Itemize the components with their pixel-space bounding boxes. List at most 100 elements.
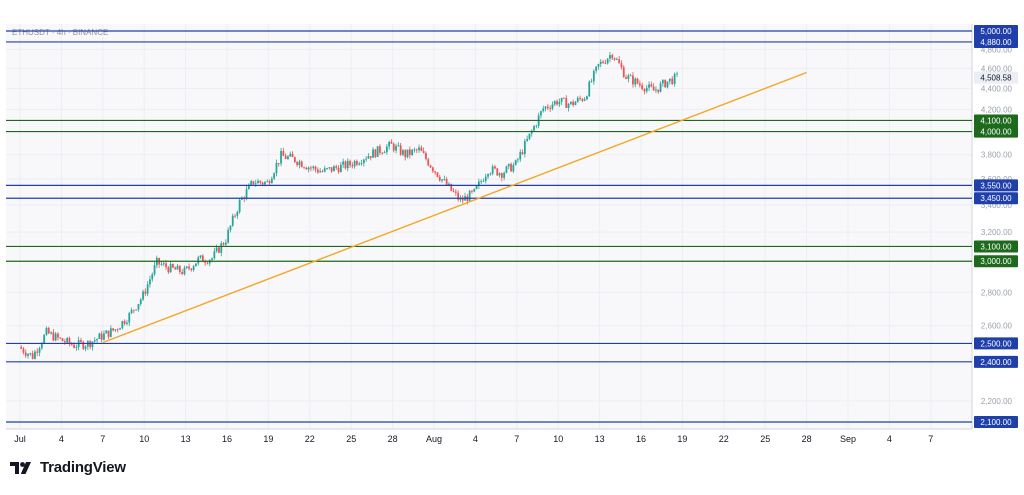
candle-body: [362, 159, 365, 164]
candle-body: [280, 151, 282, 164]
candle-body: [489, 173, 492, 175]
candle-body: [50, 332, 52, 334]
tradingview-brand[interactable]: TradingView: [10, 459, 126, 476]
candle-body: [549, 108, 552, 109]
candle-body: [206, 262, 209, 264]
candle-body: [199, 255, 202, 258]
candle-body: [137, 304, 140, 310]
candle-body: [422, 151, 425, 154]
candle-body: [270, 178, 273, 184]
candle-body: [473, 188, 476, 192]
candle-body: [376, 146, 379, 157]
candle-body: [441, 179, 443, 181]
candle-body: [666, 81, 669, 88]
candle-body: [197, 257, 200, 264]
y-tick-label: 4,200.00: [981, 106, 1013, 115]
candle-body: [220, 243, 223, 253]
candle-body: [353, 160, 356, 167]
candle-body: [257, 180, 259, 184]
candle-body: [514, 160, 517, 165]
candle-body: [146, 284, 149, 294]
candle-body: [491, 166, 494, 174]
candle-body: [52, 332, 55, 341]
candle-body: [579, 97, 581, 99]
candle-body: [574, 101, 577, 106]
candle-body: [533, 126, 535, 131]
candle-body: [181, 271, 184, 275]
candle-body: [234, 215, 236, 217]
x-tick-label: 22: [719, 434, 729, 444]
candle-body: [63, 341, 66, 343]
candle-body: [418, 147, 420, 151]
candle-body: [40, 343, 43, 349]
x-tick-label: 25: [760, 434, 770, 444]
symbol-title: ETHUSDT · 4h · BINANCE: [12, 28, 108, 37]
candle-body: [344, 161, 347, 169]
candle-body: [565, 97, 568, 109]
candle-body: [330, 167, 333, 172]
candle-body: [160, 264, 163, 266]
candle-body: [169, 263, 172, 273]
candle-body: [611, 55, 614, 59]
candle-body: [655, 89, 657, 91]
candle-body: [57, 333, 59, 338]
candle-body: [144, 291, 147, 294]
y-tick-label: 3,800.00: [981, 151, 1013, 160]
candle-body: [29, 353, 32, 355]
x-tick-label: 16: [222, 434, 232, 444]
candle-body: [100, 333, 103, 340]
candle-body: [404, 150, 407, 158]
level-label-bg: [974, 114, 1018, 127]
candle-body: [629, 75, 632, 77]
level-label: 2,100.00: [980, 418, 1012, 427]
candle-body: [121, 321, 124, 329]
candle-body: [305, 167, 308, 170]
candle-body: [98, 333, 101, 339]
y-tick-label: 3,200.00: [981, 228, 1013, 237]
x-tick-label: 19: [677, 434, 687, 444]
candle-body: [471, 190, 473, 192]
candle-body: [540, 111, 542, 116]
candle-body: [289, 153, 292, 157]
candle-body: [482, 181, 485, 182]
candle-body: [425, 153, 427, 160]
candle-body: [114, 329, 117, 331]
candle-body: [388, 141, 391, 147]
candle-body: [528, 133, 531, 139]
candle-body: [195, 263, 197, 267]
x-tick-label: 4: [59, 434, 64, 444]
candle-body: [659, 83, 662, 92]
candle-body: [452, 190, 455, 192]
candle-body: [185, 266, 188, 268]
x-tick-label: 4: [473, 434, 478, 444]
candle-body: [450, 183, 453, 191]
candle-body: [27, 354, 29, 356]
candle-body: [448, 183, 450, 186]
candle-body: [172, 263, 174, 268]
candle-body: [468, 190, 471, 201]
y-tick-label: 2,200.00: [981, 397, 1013, 406]
level-label-bg: [974, 35, 1018, 48]
candle-body: [314, 166, 317, 170]
candle-body: [480, 181, 483, 183]
candle-body: [671, 78, 674, 85]
candle-body: [583, 99, 586, 101]
candle-body: [523, 141, 526, 154]
candle-body: [581, 98, 584, 101]
candle-body: [402, 150, 404, 155]
candle-body: [613, 58, 616, 60]
candle-body: [59, 337, 62, 339]
candle-body: [162, 263, 165, 265]
candle-body: [431, 167, 434, 172]
candle-body: [303, 167, 305, 168]
candle-body: [45, 327, 48, 335]
candle-body: [420, 147, 423, 152]
level-label-bg: [974, 255, 1018, 268]
candle-body: [247, 184, 250, 190]
candle-body: [70, 343, 73, 345]
candle-body: [190, 268, 193, 270]
candle-body: [245, 189, 248, 199]
candle-body: [638, 83, 641, 86]
